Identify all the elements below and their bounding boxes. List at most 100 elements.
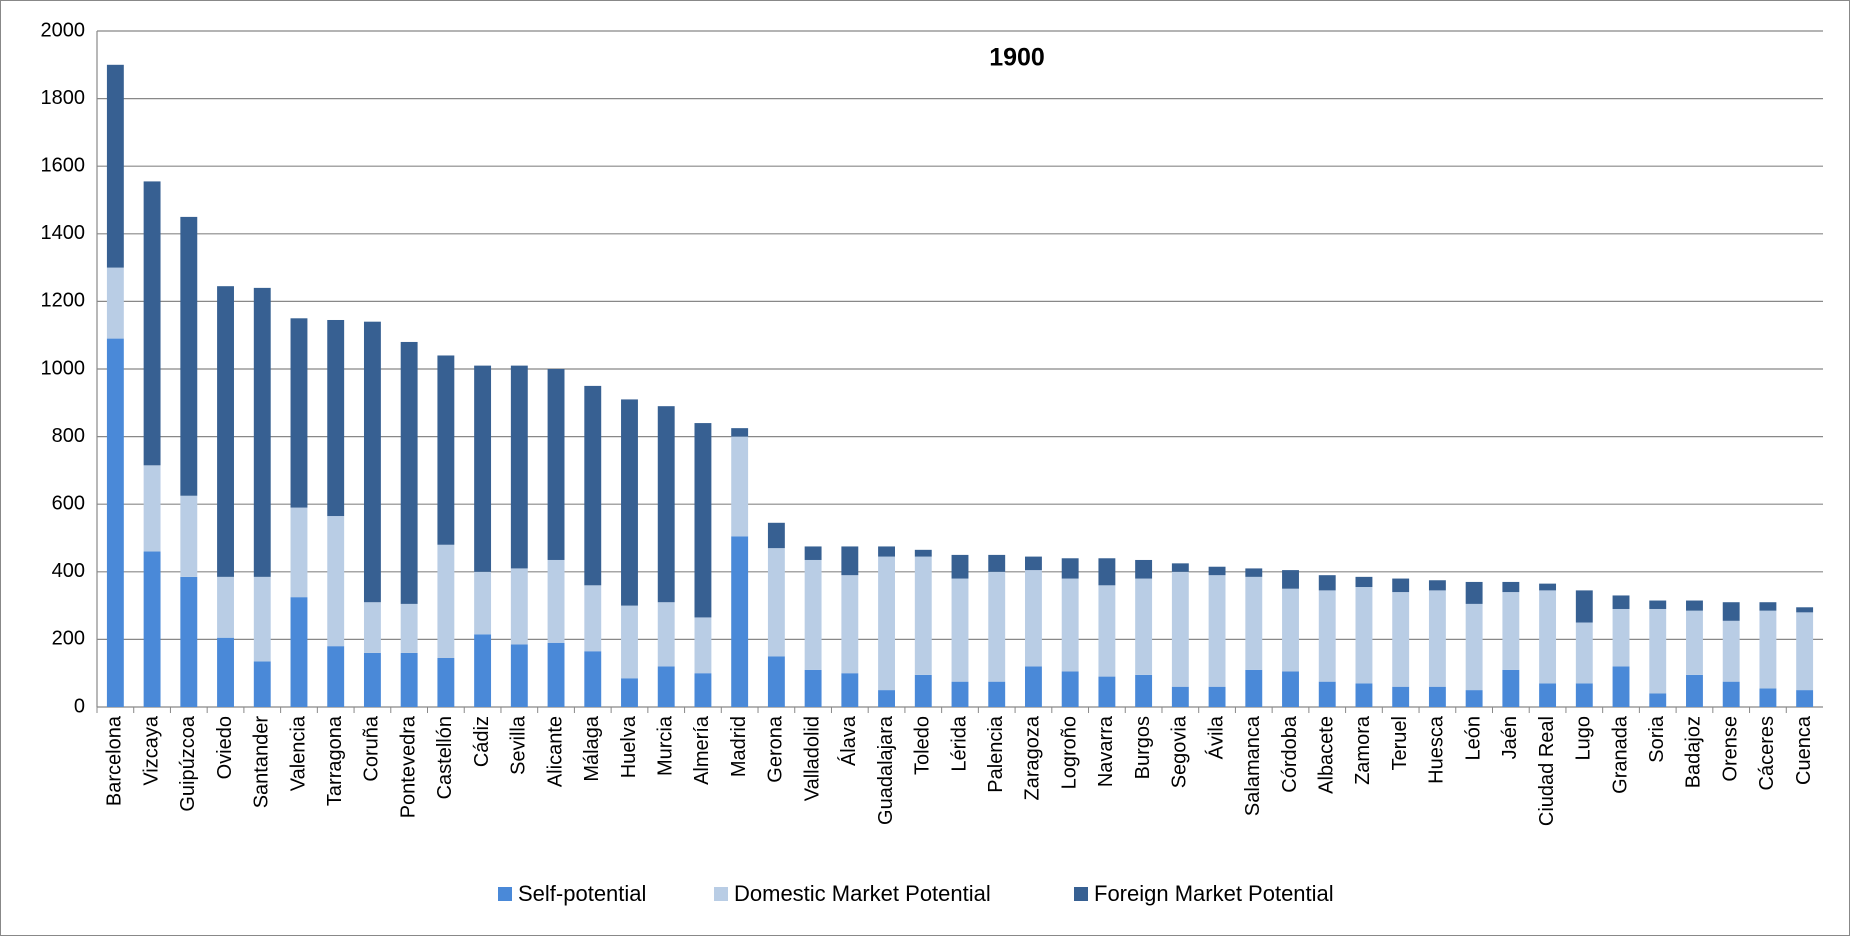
bar-segment <box>1759 602 1777 611</box>
bar-segment <box>914 674 932 707</box>
bar-segment <box>1428 580 1446 591</box>
bar-segment <box>180 495 198 577</box>
x-tick-label: Madrid <box>728 716 750 777</box>
bar-segment <box>841 575 859 674</box>
x-tick-label: Teruel <box>1389 716 1411 770</box>
x-tick-label: Zamora <box>1352 715 1374 785</box>
bar-segment <box>253 661 271 707</box>
bar-segment <box>878 546 895 557</box>
bar-segment <box>694 617 712 674</box>
x-tick-label: Burgos <box>1132 716 1154 779</box>
x-tick-label: Castellón <box>434 716 456 799</box>
x-tick-label: Palencia <box>985 715 1007 793</box>
bar-segment <box>1318 681 1336 707</box>
x-tick-label: Alicante <box>544 716 566 787</box>
bar-segment <box>804 546 822 560</box>
bar-segment <box>1465 690 1483 707</box>
x-tick-label: León <box>1462 716 1484 761</box>
bar-segment <box>841 546 859 576</box>
bar-segment <box>914 556 932 675</box>
bar-segment <box>106 267 124 339</box>
bar-segment <box>290 597 308 707</box>
bar-segment <box>694 673 712 707</box>
bar-segment <box>1392 578 1410 593</box>
bar-segment <box>1355 683 1373 707</box>
bar-segment <box>1796 690 1814 707</box>
bar-segment <box>400 652 418 707</box>
legend-swatch <box>714 887 728 901</box>
x-tick-label: Sevilla <box>508 715 530 775</box>
bar-segment <box>1025 570 1042 667</box>
bar-segment <box>253 576 271 662</box>
bar-segment <box>1282 570 1299 589</box>
bar-segment <box>1171 571 1189 687</box>
bar-segment <box>1759 610 1777 689</box>
bar-segment <box>731 536 749 707</box>
bar-segment <box>1686 674 1703 707</box>
bar-segment <box>1502 669 1520 707</box>
x-tick-label: Almería <box>691 715 713 785</box>
bar-segment <box>914 549 932 557</box>
x-tick-label: Cuenca <box>1793 715 1815 785</box>
y-tick-label: 200 <box>52 628 85 650</box>
bar-segment <box>731 428 749 437</box>
x-tick-label: Albacete <box>1316 716 1338 794</box>
bar-segment <box>584 585 602 652</box>
bar-segment <box>767 656 785 707</box>
x-tick-label: Huesca <box>1426 715 1448 784</box>
y-tick-label: 1400 <box>41 222 86 244</box>
bar-segment <box>1392 592 1410 687</box>
x-tick-label: Guadalajara <box>875 715 897 825</box>
bar-segment <box>1686 600 1703 611</box>
x-tick-label: Orense <box>1719 716 1741 782</box>
x-tick-label: Valencia <box>287 715 309 791</box>
bar-segment <box>1098 558 1116 586</box>
bar-segment <box>621 605 638 679</box>
bar-segment <box>547 369 565 560</box>
bar-segment <box>106 338 124 707</box>
x-tick-label: Soria <box>1646 715 1668 763</box>
bar-segment <box>1208 566 1226 576</box>
bar-segment <box>290 318 308 508</box>
bar-segment <box>1612 666 1630 707</box>
x-tick-label: Pontevedra <box>397 715 419 818</box>
bar-segment <box>988 681 1006 707</box>
bar-segment <box>400 341 418 604</box>
bar-segment <box>1649 608 1667 694</box>
legend-swatch <box>498 887 512 901</box>
x-tick-label: Granada <box>1609 715 1631 794</box>
bar-segment <box>437 355 455 545</box>
bar-segment <box>621 678 638 707</box>
bar-segment <box>1098 585 1116 677</box>
y-tick-label: 1200 <box>41 290 86 312</box>
y-tick-label: 1000 <box>41 357 86 379</box>
bar-segment <box>951 681 969 707</box>
bar-segment <box>1025 556 1042 571</box>
bar-segment <box>1318 590 1336 682</box>
bar-segment <box>106 64 124 268</box>
bar-segment <box>1355 576 1373 588</box>
bar-segment <box>1796 607 1814 613</box>
bar-segment <box>253 287 271 577</box>
x-tick-label: Tarragona <box>324 715 346 806</box>
bar-segment <box>400 603 418 653</box>
bar-segment <box>180 216 198 496</box>
bar-segment <box>1245 568 1263 577</box>
bar-segment <box>1245 669 1263 707</box>
bar-segment <box>1575 683 1593 707</box>
bar-segment <box>143 551 161 707</box>
bar-segment <box>988 571 1006 682</box>
bar-segment <box>217 286 234 577</box>
bar-segment <box>694 423 712 618</box>
bar-segment <box>1355 587 1373 684</box>
bar-segment <box>1282 671 1299 707</box>
bar-segment <box>1061 558 1079 579</box>
x-tick-label: Huelva <box>618 715 640 778</box>
bar-segment <box>1575 590 1593 623</box>
x-tick-label: Coruña <box>361 715 383 781</box>
x-tick-label: Valladolid <box>801 716 823 801</box>
bar-segment <box>621 399 638 606</box>
bar-segment <box>1465 581 1483 604</box>
